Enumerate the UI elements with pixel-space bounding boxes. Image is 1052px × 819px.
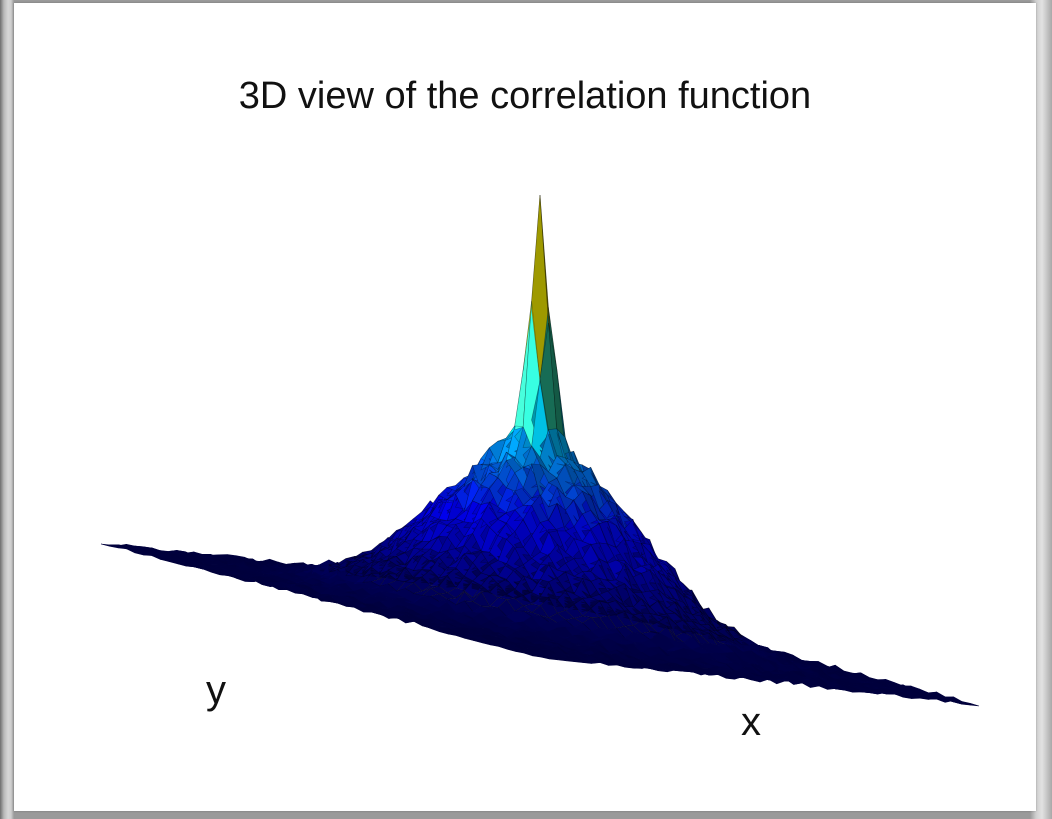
surface-mesh [100,194,980,707]
chart-title: 3D view of the correlation function [238,75,812,117]
surface-plot [100,194,980,707]
y-axis-label: y [206,668,226,712]
figure-panel: 3D view of the correlation function y x [14,3,1036,811]
surface-patch [962,702,980,707]
x-axis-label: x [741,700,761,744]
